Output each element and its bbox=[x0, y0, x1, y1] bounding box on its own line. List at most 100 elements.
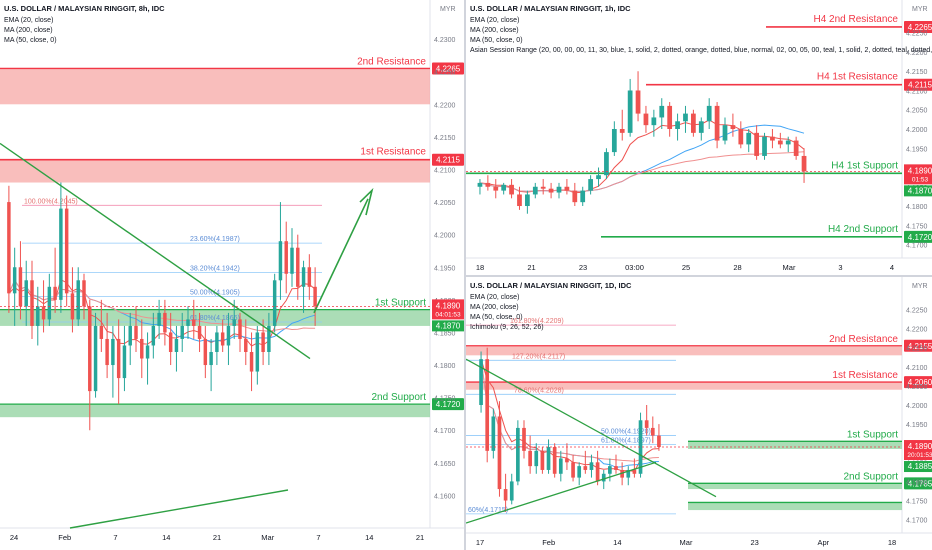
chart-1h-currency: MYR bbox=[912, 6, 928, 13]
chart-8h-candle-43 bbox=[255, 332, 260, 372]
chart-1h-candle-19 bbox=[627, 90, 633, 133]
chart-1d-candle-29 bbox=[657, 435, 661, 448]
chart-1h-price-value: 4.1890 bbox=[908, 166, 932, 175]
chart-1d-fib-5-label: 60%(4.1715) bbox=[468, 507, 508, 514]
chart-1h-title: U.S. DOLLAR / MALAYSIAN RINGGIT, 1h, IDC bbox=[470, 4, 631, 13]
chart-1h-candle-4 bbox=[509, 184, 514, 195]
chart-8h-fib-0-label: 100.00%(4.2045) bbox=[24, 198, 78, 205]
chart-8h-y-tick-6: 4.2050 bbox=[434, 200, 456, 207]
chart-8h-line-0-tag-bg bbox=[432, 153, 464, 166]
chart-1d-zone-1-tag-bg bbox=[904, 376, 932, 389]
chart-1h-candle-20 bbox=[635, 90, 641, 114]
chart-1d-fib-0-label: 161.80%(4.2209) bbox=[510, 318, 564, 325]
panel-divider-horizontal[interactable] bbox=[466, 275, 932, 277]
chart-1d-panel[interactable]: 2nd Resistance 4.2155 1st Resistance 4.2060… bbox=[466, 277, 932, 550]
chart-1h-candle-25 bbox=[675, 121, 680, 129]
chart-1d-candle-25 bbox=[632, 469, 637, 474]
chart-1h-candle-17 bbox=[611, 129, 617, 153]
chart-8h-candle-16 bbox=[99, 325, 104, 339]
chart-8h-y-tick-13: 4.1700 bbox=[434, 428, 456, 435]
chart-8h-candle-53 bbox=[313, 286, 317, 307]
chart-8h-panel[interactable]: 2nd Resistance 4.2265 1st Support 2nd Suppo… bbox=[0, 0, 464, 550]
chart-8h-fib-4-label: 61.80%(4.1866) bbox=[190, 315, 240, 322]
chart-1h-y-tick-11: 4.1750 bbox=[906, 223, 928, 230]
chart-1d-indicator-2: MA (50, close, 0) bbox=[470, 314, 523, 321]
chart-8h-candle-10 bbox=[64, 208, 69, 294]
chart-8h-zone-2-tag: 4.1720 bbox=[436, 400, 461, 409]
chart-1h-panel[interactable]: H4 2nd Resistance 4.2265 H4 1st Resistance… bbox=[466, 0, 932, 275]
chart-8h-y-tick-4: 4.2150 bbox=[434, 135, 456, 142]
chart-1h-candle-30 bbox=[714, 105, 720, 141]
chart-1h-candle-13 bbox=[580, 190, 586, 203]
chart-8h-title: U.S. DOLLAR / MALAYSIAN RINGGIT, 8h, IDC bbox=[4, 4, 165, 13]
chart-1d-y-tick-1: 4.2250 bbox=[906, 307, 928, 314]
chart-1h-candle-11 bbox=[564, 186, 570, 191]
chart-1h-indicator-0: EMA (20, close) bbox=[470, 17, 519, 24]
chart-8h-candle-9 bbox=[59, 208, 63, 300]
chart-8h-candle-0 bbox=[7, 202, 11, 294]
chart-1h-line-0-label: H4 2nd Resistance bbox=[814, 14, 899, 25]
panel-divider-vertical[interactable] bbox=[464, 0, 466, 550]
chart-1h-y-tick-2: 4.2200 bbox=[906, 50, 928, 57]
chart-8h-x-tick-6: 7 bbox=[316, 533, 320, 542]
chart-8h-candle-6 bbox=[41, 306, 46, 320]
chart-1h-line-1-tag: 4.2115 bbox=[908, 81, 932, 90]
chart-1h-candle-39 bbox=[785, 140, 791, 145]
chart-1h-candle-9 bbox=[548, 188, 554, 193]
chart-8h-candle-30 bbox=[180, 325, 184, 339]
chart-1h-indicator-3: Asian Session Range (20, 00, 00, 00, 11,… bbox=[470, 47, 932, 54]
chart-1d-candle-1 bbox=[485, 359, 490, 451]
chart-1h-x-tick-6: Mar bbox=[783, 263, 796, 272]
chart-1h-candle-14 bbox=[588, 179, 593, 191]
chart-1h-candle-33 bbox=[738, 129, 744, 145]
chart-1d-x-tick-6: 18 bbox=[888, 538, 896, 547]
chart-1d-indicator-3: Ichimoku (9, 26, 52, 26) bbox=[470, 324, 544, 331]
chart-8h-candle-31 bbox=[186, 319, 190, 326]
chart-1d-candle-22 bbox=[614, 466, 618, 470]
chart-1d-candle-16 bbox=[577, 466, 582, 478]
chart-1h-candle-22 bbox=[651, 117, 657, 126]
chart-1h-x-tick-8: 4 bbox=[890, 263, 894, 272]
chart-1d-y-tick-6: 4.2000 bbox=[906, 403, 928, 410]
chart-1d-candle-0 bbox=[479, 359, 483, 405]
chart-8h-candle-29 bbox=[174, 338, 179, 352]
chart-8h-candle-45 bbox=[267, 325, 271, 352]
chart-1d-zone-3-label: 2nd Support bbox=[844, 471, 899, 482]
chart-1d-candle-19 bbox=[595, 462, 600, 482]
chart-1h-indicator-1: MA (200, close) bbox=[470, 27, 519, 34]
chart-8h-candle-12 bbox=[76, 280, 80, 320]
chart-1d-y-tick-3: 4.2150 bbox=[906, 346, 928, 353]
chart-8h-zone-2 bbox=[0, 404, 430, 418]
chart-1h-x-tick-2: 23 bbox=[579, 263, 587, 272]
chart-1d-candle-21 bbox=[608, 466, 612, 474]
chart-1h-candle-21 bbox=[643, 113, 649, 126]
chart-1d-indicator-1: MA (200, close) bbox=[470, 304, 519, 311]
chart-1h-candle-2 bbox=[493, 186, 499, 191]
chart-8h-x-tick-7: 14 bbox=[365, 533, 373, 542]
chart-8h-zone-1-label: 1st Support bbox=[375, 298, 426, 309]
chart-8h-x-tick-4: 21 bbox=[213, 533, 221, 542]
chart-8h-candle-28 bbox=[168, 332, 173, 352]
chart-8h-y-tick-5: 4.2100 bbox=[434, 167, 456, 174]
chart-1h-line-3-tag-bg bbox=[904, 230, 932, 243]
chart-1h-x-tick-3: 03:00 bbox=[625, 263, 644, 272]
chart-1h-x-tick-4: 25 bbox=[682, 263, 690, 272]
chart-1h-x-tick-0: 18 bbox=[476, 263, 484, 272]
chart-8h-candle-20 bbox=[122, 345, 127, 379]
chart-8h-indicator-0: EMA (20, close) bbox=[4, 17, 53, 24]
chart-1d-zone-0-tag-bg bbox=[904, 339, 932, 352]
chart-1d-price-value: 4.1890 bbox=[908, 442, 932, 451]
chart-1h-y-tick-5: 4.2050 bbox=[906, 108, 928, 115]
chart-1d-x-tick-0: 17 bbox=[476, 538, 484, 547]
chart-1d-support-tag: 4.1885 bbox=[908, 462, 932, 471]
chart-8h-candle-8 bbox=[53, 286, 57, 300]
chart-1h-price-countdown: 01:53 bbox=[912, 176, 929, 183]
chart-8h-y-tick-12: 4.1750 bbox=[434, 396, 456, 403]
chart-1d-ma200-line bbox=[480, 359, 659, 462]
chart-1d-zone-1-tag: 4.2060 bbox=[908, 378, 932, 387]
chart-1h-candle-10 bbox=[556, 186, 562, 193]
chart-1d-price-countdown: 20:01:53 bbox=[907, 452, 932, 459]
chart-8h-candle-50 bbox=[296, 247, 300, 287]
chart-8h-candle-49 bbox=[290, 247, 294, 274]
